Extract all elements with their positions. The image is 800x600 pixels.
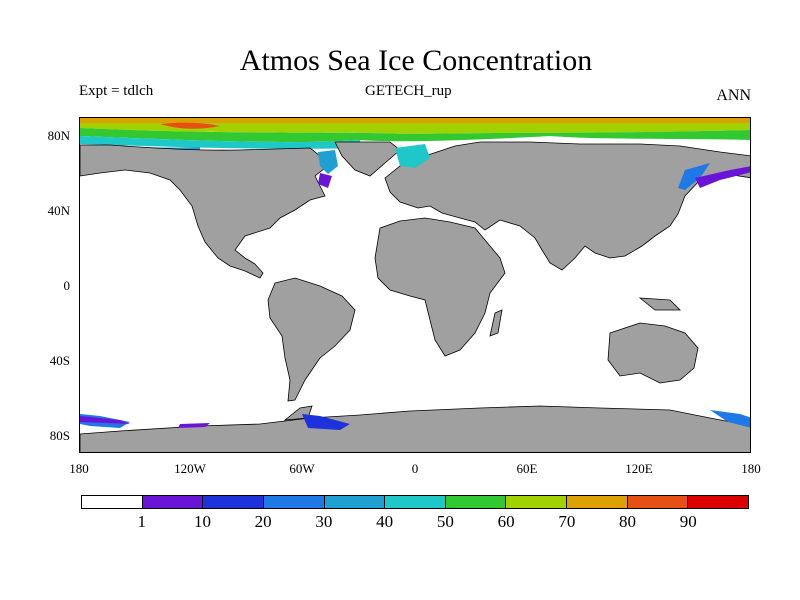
antarctica <box>80 405 750 452</box>
lon-tick-label: 120W <box>174 461 206 476</box>
colorbar-level-label: 50 <box>436 512 454 531</box>
colorbar-swatch <box>82 496 143 508</box>
experiment-label: Expt = tdlch <box>79 83 154 99</box>
colorbar-swatch <box>324 496 386 508</box>
north-america <box>80 144 326 279</box>
eurasia <box>384 141 750 271</box>
colorbar-level-label: 30 <box>315 512 333 531</box>
land-masses <box>80 141 750 452</box>
colorbar-swatch <box>263 496 325 508</box>
colorbar <box>81 495 749 509</box>
africa <box>374 217 506 357</box>
lat-tick-label: 80S <box>49 428 70 443</box>
colorbar-swatch <box>567 496 628 508</box>
lat-tick-label: 40N <box>47 203 70 218</box>
lon-tick-label: 180 <box>69 461 89 476</box>
regional-sea-ice <box>80 144 750 430</box>
colorbar-swatch <box>203 496 264 508</box>
map-title: Atmos Sea Ice Concentration <box>239 44 593 77</box>
colorbar-level-label: 1 <box>137 512 146 531</box>
greenland <box>334 141 401 177</box>
australia <box>607 322 699 384</box>
dataset-label: GETECH_rup <box>365 83 452 99</box>
map-panel <box>79 117 751 453</box>
madagascar <box>489 309 503 337</box>
lon-tick-label: 120E <box>625 461 653 476</box>
colorbar-level-label: 90 <box>679 512 697 531</box>
lat-tick-label: 80N <box>47 128 70 143</box>
arctic-sea-ice <box>80 118 750 152</box>
lon-tick-label: 180 <box>741 461 761 476</box>
lon-tick-label: 60W <box>289 461 315 476</box>
colorbar-level-label: 80 <box>619 512 637 531</box>
new-guinea <box>638 297 681 311</box>
lon-tick-label: 0 <box>411 461 419 476</box>
season-label: ANN <box>716 87 751 104</box>
colorbar-level-label: 40 <box>376 512 394 531</box>
colorbar-level-label: 10 <box>193 512 211 531</box>
colorbar-swatch <box>506 496 568 508</box>
lon-tick-label: 60E <box>516 461 538 476</box>
south-america <box>267 277 356 402</box>
colorbar-swatch <box>385 496 446 508</box>
lat-tick-label: 0 <box>63 278 71 293</box>
colorbar-swatch <box>445 496 507 508</box>
colorbar-level-label: 20 <box>254 512 272 531</box>
colorbar-level-label: 60 <box>497 512 515 531</box>
lat-tick-label: 40S <box>49 353 70 368</box>
colorbar-swatch <box>688 496 749 508</box>
colorbar-swatch <box>142 496 204 508</box>
colorbar-level-label: 70 <box>558 512 576 531</box>
colorbar-swatch <box>627 496 689 508</box>
world-map <box>80 118 750 452</box>
